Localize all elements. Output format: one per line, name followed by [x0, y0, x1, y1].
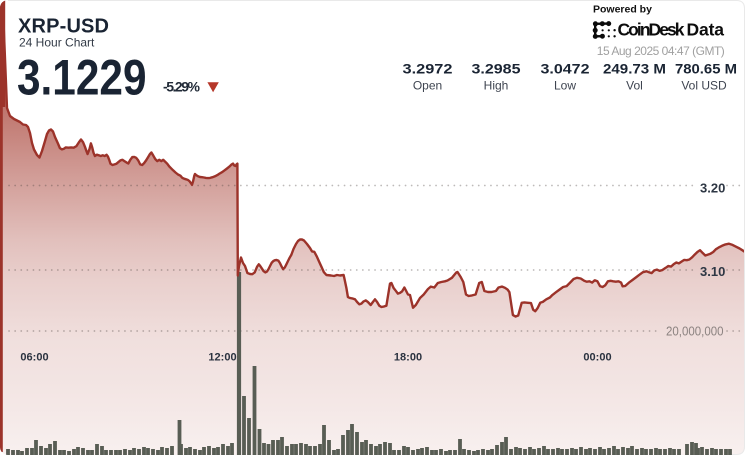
svg-text:3.0472: 3.0472 — [541, 62, 590, 77]
svg-text:3.10: 3.10 — [700, 264, 725, 279]
svg-text:3.1229: 3.1229 — [17, 49, 147, 106]
svg-text:High: High — [484, 79, 509, 93]
svg-text:06:00: 06:00 — [20, 352, 48, 364]
svg-text:3.20: 3.20 — [700, 181, 725, 196]
svg-text:18:00: 18:00 — [394, 352, 422, 364]
svg-text:20,000,000: 20,000,000 — [666, 324, 724, 338]
svg-text:XRP-USD: XRP-USD — [18, 16, 109, 38]
svg-text:12:00: 12:00 — [208, 352, 236, 364]
svg-text:Vol USD: Vol USD — [681, 79, 727, 93]
svg-text:15 Aug 2025 04:47 (GMT): 15 Aug 2025 04:47 (GMT) — [597, 44, 725, 58]
svg-text:Low: Low — [554, 79, 576, 93]
svg-text:CoinDesk: CoinDesk — [618, 20, 685, 40]
svg-text:Powered by: Powered by — [593, 4, 652, 16]
svg-text:249.73 M: 249.73 M — [603, 62, 666, 77]
svg-text:Vol: Vol — [626, 79, 643, 93]
svg-text:3.2985: 3.2985 — [472, 62, 522, 77]
svg-text:3.2972: 3.2972 — [403, 62, 453, 77]
svg-text:Data: Data — [687, 20, 725, 40]
svg-text:24 Hour Chart: 24 Hour Chart — [19, 36, 95, 50]
svg-text:780.65 M: 780.65 M — [675, 62, 737, 77]
svg-text:00:00: 00:00 — [583, 352, 611, 364]
svg-text:Open: Open — [413, 79, 442, 93]
svg-text:-5.29%: -5.29% — [163, 79, 201, 95]
